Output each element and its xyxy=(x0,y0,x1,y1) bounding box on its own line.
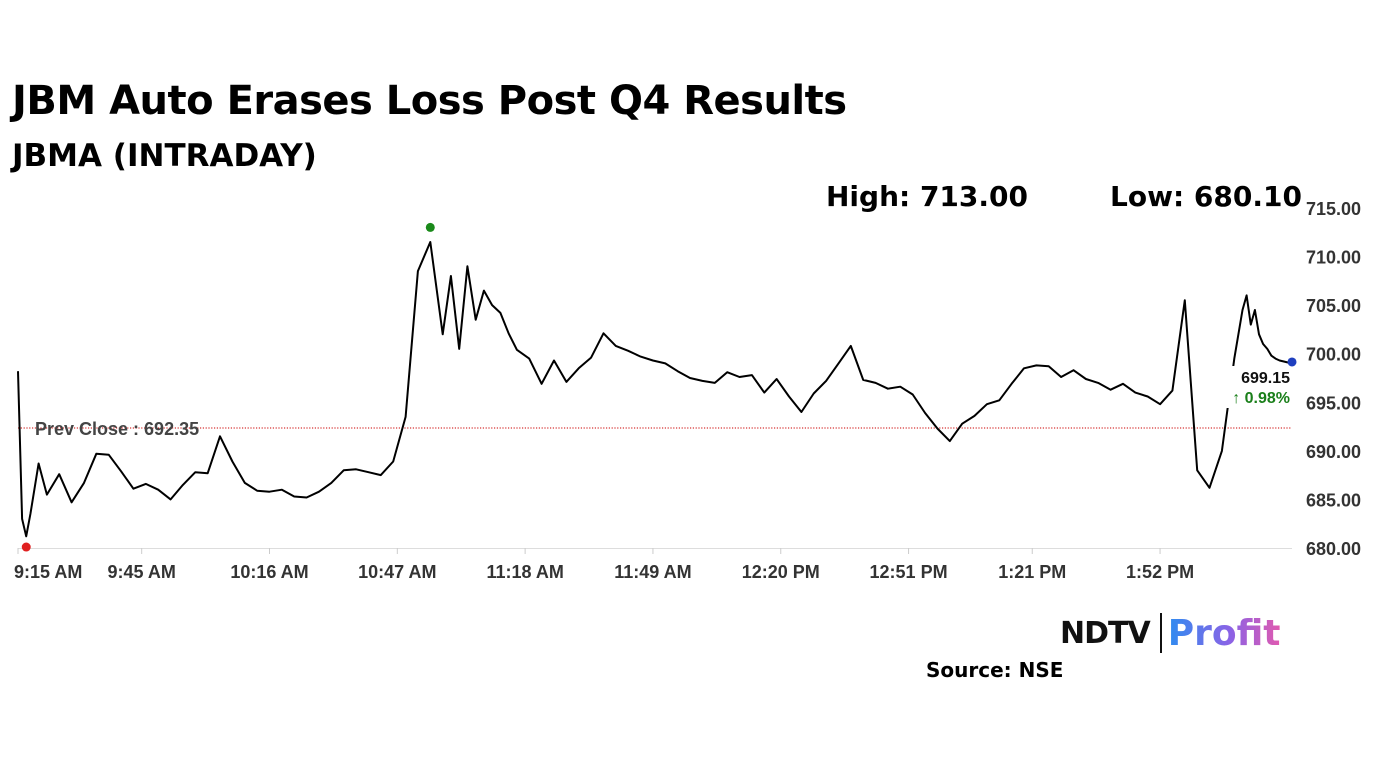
source-note: Source: NSE xyxy=(926,658,1064,682)
logo-brand: NDTV xyxy=(1060,615,1151,651)
x-tick-label: 9:45 AM xyxy=(108,562,176,582)
x-tick-label: 10:16 AM xyxy=(230,562,308,582)
y-tick-label: 680.00 xyxy=(1306,539,1361,559)
y-tick-label: 690.00 xyxy=(1306,442,1361,462)
x-tick-label: 12:51 PM xyxy=(870,562,948,582)
chart-title: JBM Auto Erases Loss Post Q4 Results xyxy=(12,78,847,124)
y-tick-label: 695.00 xyxy=(1306,393,1361,413)
x-tick-label: 11:49 AM xyxy=(614,562,691,582)
ndtv-profit-logo: NDTV Profit xyxy=(1060,610,1280,656)
logo-product: Profit xyxy=(1167,612,1281,654)
last-price-marker xyxy=(1287,357,1297,367)
y-tick-label: 700.00 xyxy=(1306,345,1361,365)
x-tick-label: 1:52 PM xyxy=(1126,562,1194,582)
x-tick-label: 10:47 AM xyxy=(358,562,436,582)
last-change-label: ↑ 0.98% xyxy=(1232,390,1290,407)
y-tick-label: 705.00 xyxy=(1306,296,1361,316)
y-tick-label: 685.00 xyxy=(1306,490,1361,510)
price-series-line xyxy=(17,241,1293,538)
x-tick-label: 9:15 AM xyxy=(14,562,82,582)
high-marker xyxy=(425,222,435,232)
high-stat: High: 713.00 xyxy=(826,180,1029,213)
low-stat: Low: 680.10 xyxy=(1110,180,1302,213)
y-tick-label: 710.00 xyxy=(1306,248,1361,268)
y-tick-label: 715.00 xyxy=(1306,199,1361,219)
last-price-label: 699.15 xyxy=(1241,370,1290,387)
chart-subtitle: JBMA (INTRADAY) xyxy=(12,138,317,174)
last-price-label-bg xyxy=(1226,366,1290,408)
low-marker xyxy=(21,542,31,552)
x-tick-label: 1:21 PM xyxy=(998,562,1066,582)
logo-divider xyxy=(1159,613,1162,653)
x-tick-label: 12:20 PM xyxy=(742,562,820,582)
prev-close-label: Prev Close : 692.35 xyxy=(35,419,199,439)
x-tick-label: 11:18 AM xyxy=(486,562,563,582)
